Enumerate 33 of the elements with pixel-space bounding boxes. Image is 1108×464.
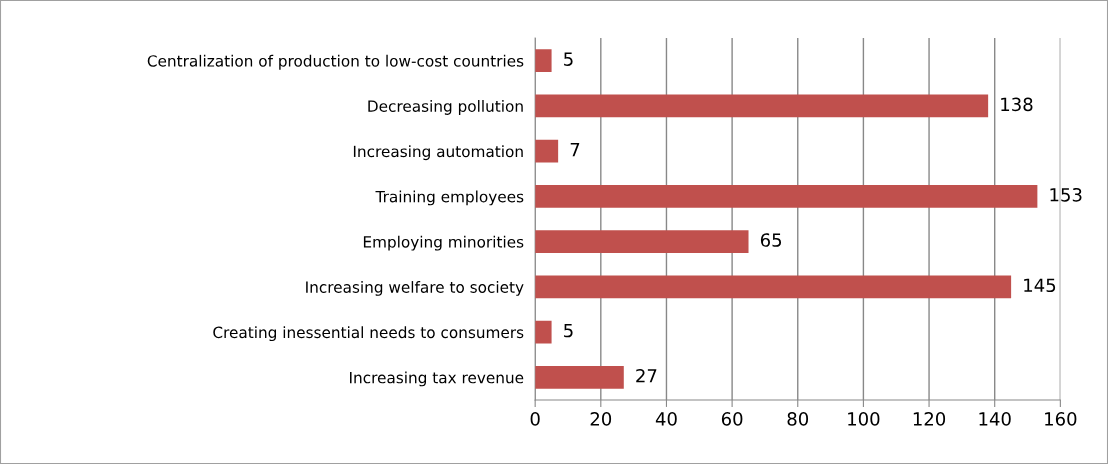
data-label: 153 xyxy=(1050,187,1082,202)
bar xyxy=(535,139,559,163)
data-label: 5 xyxy=(564,323,573,338)
x-tick-label: 160 xyxy=(1045,412,1077,426)
x-tick-label: 0 xyxy=(530,412,540,426)
data-label: 27 xyxy=(636,368,657,383)
bar xyxy=(535,275,1012,299)
y-tick-label: Increasing automation xyxy=(353,145,523,161)
y-tick-label: Employing minorities xyxy=(363,235,524,251)
x-tick-label: 40 xyxy=(655,412,677,426)
data-label: 65 xyxy=(760,233,782,247)
x-tick-label: 20 xyxy=(590,412,612,426)
y-tick-label: Increasing welfare to society xyxy=(306,281,524,296)
y-tick-label: Decreasing pollution xyxy=(368,100,523,115)
bar xyxy=(535,320,552,344)
x-tick-label: 60 xyxy=(721,412,743,426)
data-label: 145 xyxy=(1024,278,1056,293)
data-label: 7 xyxy=(570,142,580,157)
data-label: 138 xyxy=(1001,97,1033,112)
y-tick-label: Training employees xyxy=(375,190,524,206)
x-tick-label: 140 xyxy=(979,412,1011,426)
bar xyxy=(535,94,989,118)
x-tick-label: 80 xyxy=(787,412,809,426)
y-tick-label: Creating inessential needs to consumers xyxy=(213,326,524,342)
bar xyxy=(535,185,1038,208)
y-tick-label: Centralization of production to low-cost countries xyxy=(147,54,524,70)
bar xyxy=(535,49,552,72)
x-tick-label: 120 xyxy=(913,412,946,426)
bar xyxy=(535,366,624,389)
data-label: 5 xyxy=(564,52,573,66)
y-tick-label: Increasing tax revenue xyxy=(350,371,524,387)
x-tick-label: 100 xyxy=(848,412,880,426)
bar xyxy=(535,230,749,253)
